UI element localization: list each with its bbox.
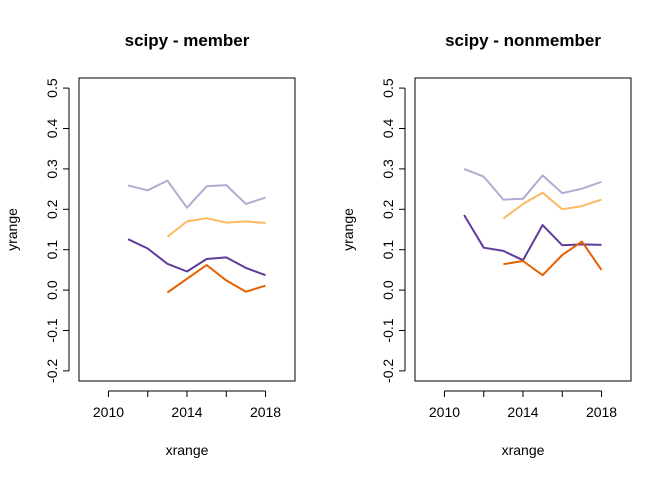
y-axis-label: yrange (340, 208, 356, 251)
x-tick-label: 2014 (507, 404, 538, 420)
x-tick-label: 2010 (429, 404, 460, 420)
y-tick-label: -0.2 (44, 359, 60, 383)
series-line-2 (166, 217, 266, 238)
x-tick-label: 2010 (93, 404, 124, 420)
y-tick-label: -0.1 (44, 318, 60, 342)
plot-frame (414, 77, 632, 382)
y-tick-label: 0.5 (44, 78, 60, 98)
series-line-2 (502, 191, 602, 220)
y-tick-label: 0.1 (44, 240, 60, 260)
y-tick-label: 0.5 (380, 78, 396, 98)
y-tick-label: -0.1 (380, 318, 396, 342)
plot-frame (78, 77, 296, 382)
y-tick-label: -0.2 (380, 359, 396, 383)
series-line-1 (463, 167, 602, 201)
x-tick-label: 2014 (171, 404, 202, 420)
x-axis-label: xrange (166, 442, 209, 458)
series-line-4 (503, 240, 603, 277)
x-axis-label: xrange (502, 442, 545, 458)
x-tick-label: 2018 (586, 404, 617, 420)
series-line-3 (127, 238, 266, 277)
y-tick-label: 0.4 (380, 119, 396, 139)
y-tick-label: 0.4 (44, 119, 60, 139)
y-tick-label: 0.0 (44, 280, 60, 300)
series-line-1 (127, 179, 266, 209)
y-tick-label: 0.2 (44, 199, 60, 219)
x-tick-label: 2018 (250, 404, 281, 420)
chart-title: scipy - member (125, 31, 250, 50)
series-line-4 (166, 264, 266, 294)
y-tick-label: 0.2 (380, 199, 396, 219)
series-line-3 (463, 214, 602, 262)
y-tick-label: 0.1 (380, 240, 396, 260)
y-tick-label: 0.0 (380, 280, 396, 300)
chart-title: scipy - nonmember (445, 31, 601, 50)
y-tick-label: 0.3 (380, 159, 396, 179)
y-axis-label: yrange (4, 208, 20, 251)
chart-panel-2: scipy - nonmember 2010 2014 2018 xrange -0.2 -… (340, 31, 632, 458)
chart-panel-1: scipy - member 2010 2014 2018 xrange -0.2 -0.1… (4, 31, 296, 458)
y-tick-label: 0.3 (44, 159, 60, 179)
